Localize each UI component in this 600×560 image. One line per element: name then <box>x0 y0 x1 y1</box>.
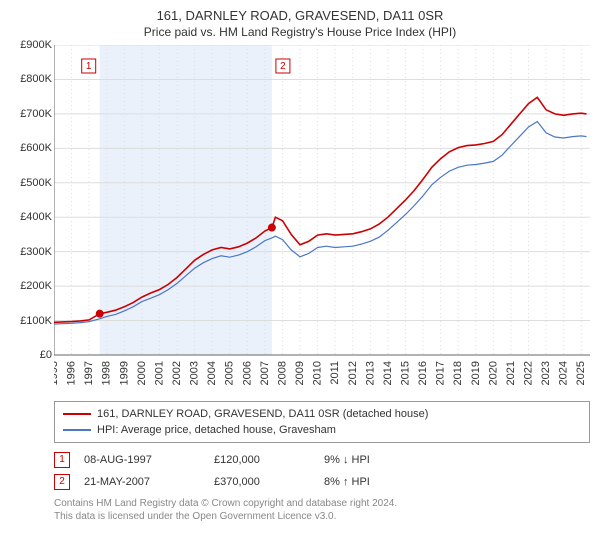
sale-row: 2 21-MAY-2007 £370,000 8% ↑ HPI <box>54 471 590 493</box>
x-tick-label: 2014 <box>382 361 394 385</box>
y-tick-label: £300K <box>20 246 54 258</box>
sale-point-2 <box>268 224 276 232</box>
legend-label: HPI: Average price, detached house, Grav… <box>97 422 336 438</box>
legend-swatch-property <box>63 413 91 415</box>
x-tick-label: 2015 <box>399 361 411 385</box>
footer-line: This data is licensed under the Open Gov… <box>54 510 590 523</box>
x-tick-label: 2004 <box>206 361 218 385</box>
x-tick-label: 1995 <box>54 361 60 385</box>
x-tick-label: 2013 <box>364 361 376 385</box>
sale-marker-2: 2 <box>54 474 70 490</box>
x-tick-label: 2002 <box>171 361 183 385</box>
y-tick-label: £0 <box>40 349 54 361</box>
y-tick-label: £800K <box>20 73 54 85</box>
y-tick-label: £400K <box>20 211 54 223</box>
footer-line: Contains HM Land Registry data © Crown c… <box>54 497 590 510</box>
x-tick-label: 2010 <box>312 361 324 385</box>
x-tick-label: 2000 <box>136 361 148 385</box>
legend: 161, DARNLEY ROAD, GRAVESEND, DA11 0SR (… <box>54 401 590 443</box>
x-tick-label: 2021 <box>505 361 517 385</box>
sale-price: £120,000 <box>214 449 324 471</box>
sale-date: 08-AUG-1997 <box>84 449 214 471</box>
x-tick-label: 1998 <box>101 361 113 385</box>
x-tick-label: 2022 <box>522 361 534 385</box>
legend-label: 161, DARNLEY ROAD, GRAVESEND, DA11 0SR (… <box>97 406 428 422</box>
x-tick-label: 2024 <box>558 361 570 385</box>
x-tick-label: 2006 <box>241 361 253 385</box>
chart: £0£100K£200K£300K£400K£500K£600K£700K£80… <box>54 45 590 395</box>
sale-delta: 9% ↓ HPI <box>324 449 370 471</box>
x-tick-label: 2017 <box>435 361 447 385</box>
legend-swatch-hpi <box>63 429 91 431</box>
x-tick-label: 2003 <box>189 361 201 385</box>
x-tick-label: 2005 <box>224 361 236 385</box>
x-tick-label: 2007 <box>259 361 271 385</box>
title-sub: Price paid vs. HM Land Registry's House … <box>10 25 590 39</box>
y-tick-label: £900K <box>20 39 54 51</box>
annotation-label: 2 <box>280 61 286 72</box>
sale-price: £370,000 <box>214 471 324 493</box>
sale-point-1 <box>96 310 104 318</box>
y-tick-label: £700K <box>20 108 54 120</box>
sale-date: 21-MAY-2007 <box>84 471 214 493</box>
sale-delta: 8% ↑ HPI <box>324 471 370 493</box>
x-tick-label: 2020 <box>487 361 499 385</box>
x-tick-label: 1996 <box>66 361 78 385</box>
sale-marker-1: 1 <box>54 452 70 468</box>
x-tick-label: 2008 <box>276 361 288 385</box>
x-tick-label: 2023 <box>540 361 552 385</box>
x-tick-label: 2025 <box>575 361 587 385</box>
x-tick-label: 2001 <box>153 361 165 385</box>
x-tick-label: 1999 <box>118 361 130 385</box>
sale-rows: 1 08-AUG-1997 £120,000 9% ↓ HPI 2 21-MAY… <box>54 449 590 493</box>
y-tick-label: £100K <box>20 315 54 327</box>
x-tick-label: 2018 <box>452 361 464 385</box>
annotation-label: 1 <box>86 61 92 72</box>
x-tick-label: 2011 <box>329 361 341 385</box>
legend-item-hpi: HPI: Average price, detached house, Grav… <box>63 422 581 438</box>
page: 161, DARNLEY ROAD, GRAVESEND, DA11 0SR P… <box>0 0 600 523</box>
x-tick-label: 2016 <box>417 361 429 385</box>
y-tick-label: £600K <box>20 142 54 154</box>
x-tick-label: 2012 <box>347 361 359 385</box>
x-tick-label: 2009 <box>294 361 306 385</box>
x-tick-label: 1997 <box>83 361 95 385</box>
footer: Contains HM Land Registry data © Crown c… <box>54 497 590 523</box>
x-tick-label: 2019 <box>470 361 482 385</box>
titles: 161, DARNLEY ROAD, GRAVESEND, DA11 0SR P… <box>10 8 590 39</box>
title-main: 161, DARNLEY ROAD, GRAVESEND, DA11 0SR <box>10 8 590 23</box>
y-tick-label: £200K <box>20 280 54 292</box>
chart-svg: 1995 1996 1997 1998 1999 2000 2001 2002 2003 2004… <box>54 45 590 395</box>
y-tick-label: £500K <box>20 177 54 189</box>
sale-row: 1 08-AUG-1997 £120,000 9% ↓ HPI <box>54 449 590 471</box>
legend-item-property: 161, DARNLEY ROAD, GRAVESEND, DA11 0SR (… <box>63 406 581 422</box>
